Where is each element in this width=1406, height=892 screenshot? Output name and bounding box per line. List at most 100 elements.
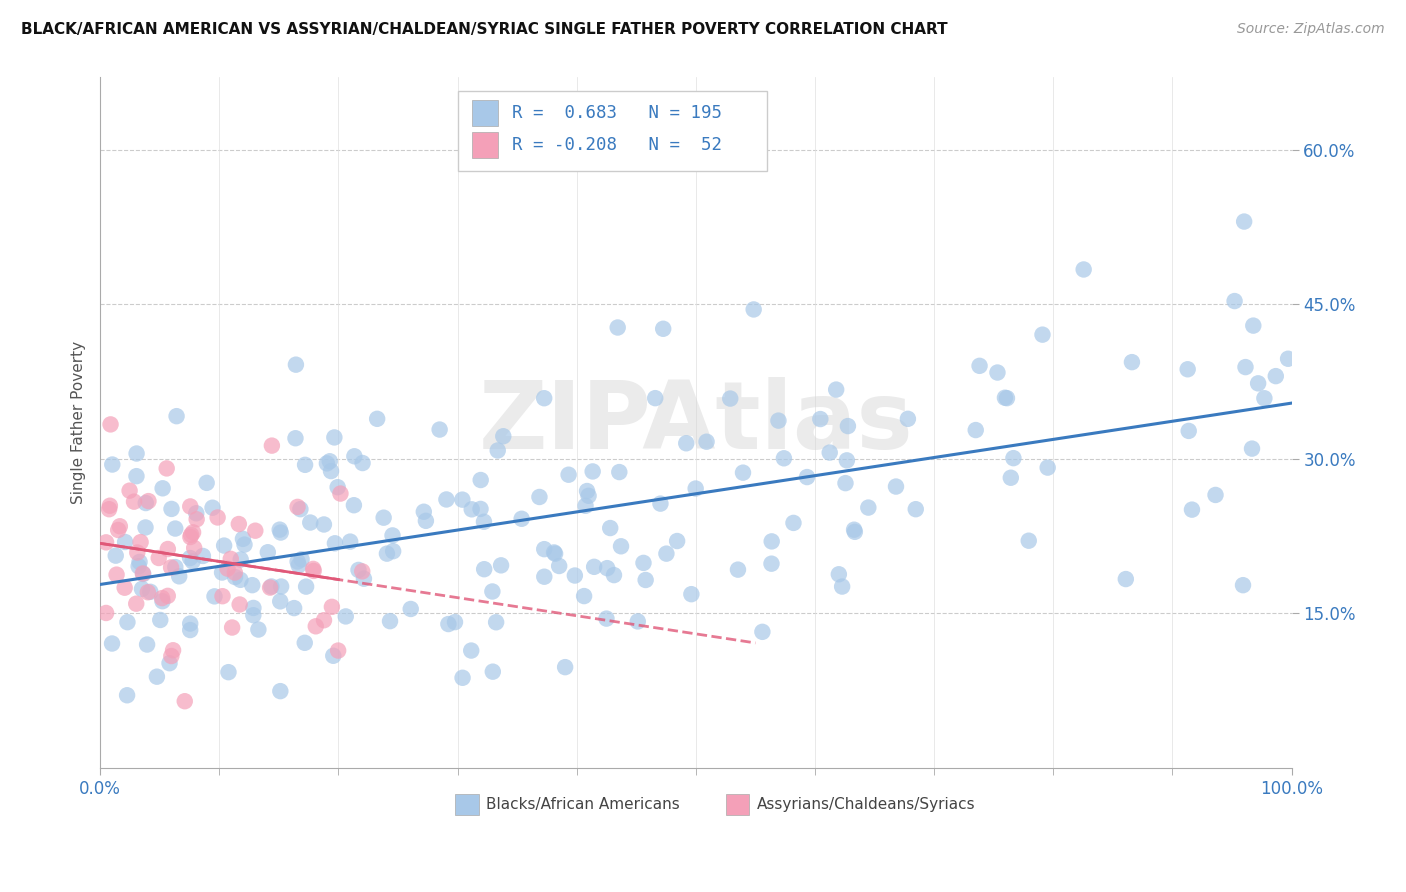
Point xyxy=(644,391,666,405)
Point xyxy=(179,500,201,514)
Point xyxy=(160,502,183,516)
Point xyxy=(415,514,437,528)
Point xyxy=(460,643,482,657)
Point xyxy=(305,619,328,633)
Point xyxy=(564,568,586,582)
Point xyxy=(472,515,495,529)
Point xyxy=(179,616,201,631)
Point xyxy=(270,580,292,594)
Point xyxy=(727,563,749,577)
Point xyxy=(240,578,263,592)
Point xyxy=(260,579,283,593)
Point xyxy=(322,648,344,663)
Point xyxy=(373,510,395,524)
Point xyxy=(574,499,596,513)
Point xyxy=(470,473,492,487)
Point xyxy=(596,561,619,575)
Point xyxy=(718,392,741,406)
Point xyxy=(382,544,405,558)
Point xyxy=(122,494,145,508)
Point xyxy=(412,505,434,519)
Point xyxy=(98,502,121,516)
Point xyxy=(858,500,880,515)
Point xyxy=(269,594,291,608)
Point xyxy=(599,521,621,535)
Point xyxy=(139,584,162,599)
Point xyxy=(219,552,242,566)
Point xyxy=(260,439,283,453)
Point xyxy=(114,581,136,595)
Point xyxy=(375,547,398,561)
Point xyxy=(378,614,401,628)
Point xyxy=(294,458,316,472)
Point xyxy=(129,535,152,549)
Point xyxy=(207,510,229,524)
FancyBboxPatch shape xyxy=(725,794,749,814)
Point xyxy=(233,538,256,552)
Point xyxy=(316,456,339,470)
Point xyxy=(352,456,374,470)
Point xyxy=(681,587,703,601)
Point xyxy=(201,500,224,515)
Point xyxy=(576,483,599,498)
Point xyxy=(256,545,278,559)
Point xyxy=(675,436,697,450)
Point xyxy=(548,559,571,574)
Point xyxy=(114,535,136,549)
FancyBboxPatch shape xyxy=(457,91,768,170)
Point xyxy=(228,516,250,531)
Point xyxy=(481,584,503,599)
Point xyxy=(837,419,859,434)
Point xyxy=(1240,442,1263,456)
Point xyxy=(1233,214,1256,228)
Point xyxy=(107,523,129,537)
Point xyxy=(135,496,157,510)
Point xyxy=(343,450,366,464)
Point xyxy=(666,534,689,549)
Point xyxy=(224,570,246,584)
Text: Source: ZipAtlas.com: Source: ZipAtlas.com xyxy=(1237,22,1385,37)
Point xyxy=(94,606,117,620)
Point xyxy=(897,412,920,426)
Point xyxy=(211,566,233,580)
Point xyxy=(204,590,226,604)
Point xyxy=(229,552,252,566)
Point xyxy=(1234,360,1257,375)
Point xyxy=(1177,362,1199,376)
Point xyxy=(100,417,122,432)
Point xyxy=(101,458,124,472)
Point xyxy=(150,591,173,606)
Point xyxy=(994,391,1017,405)
Point xyxy=(117,615,139,630)
Point xyxy=(146,670,169,684)
Point xyxy=(1232,578,1254,592)
Point xyxy=(583,559,606,574)
Point xyxy=(995,391,1018,405)
Point xyxy=(485,615,508,630)
Point xyxy=(94,535,117,549)
Point xyxy=(165,560,187,574)
Point xyxy=(245,524,267,538)
Point xyxy=(606,320,628,334)
Point xyxy=(437,617,460,632)
Point xyxy=(211,589,233,603)
Point xyxy=(595,612,617,626)
Point xyxy=(489,558,512,573)
Point xyxy=(125,597,148,611)
Point xyxy=(742,302,765,317)
Point xyxy=(290,552,312,566)
Point xyxy=(761,557,783,571)
Point xyxy=(835,453,858,467)
Point xyxy=(287,500,309,514)
Point xyxy=(179,623,201,637)
Point xyxy=(353,572,375,586)
Point xyxy=(1036,460,1059,475)
Point xyxy=(472,562,495,576)
Point xyxy=(399,602,422,616)
Point xyxy=(761,534,783,549)
Point xyxy=(343,498,366,512)
Point xyxy=(287,554,309,568)
Point xyxy=(486,443,509,458)
Point xyxy=(294,636,316,650)
Point xyxy=(326,480,349,494)
